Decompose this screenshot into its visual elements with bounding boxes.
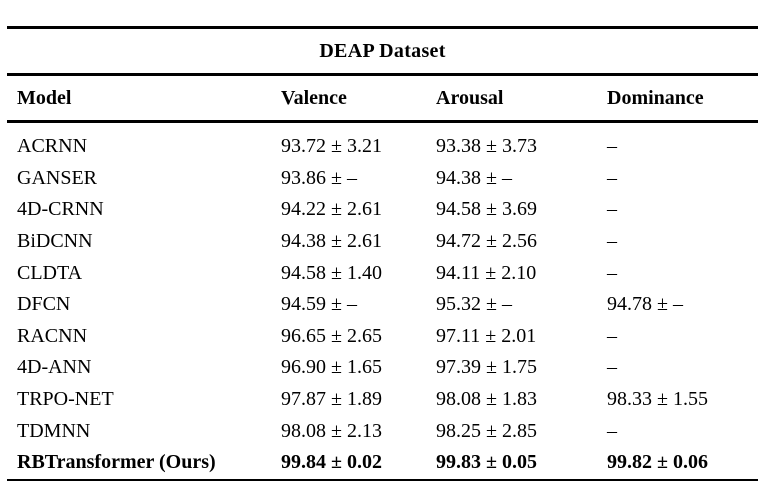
dominance-cell: – (607, 261, 617, 284)
dominance-cell: – (607, 356, 617, 379)
arousal-cell: 94.58 ± 3.69 (436, 198, 537, 221)
table-row: CLDTA 94.58 ± 1.40 94.11 ± 2.10 – (7, 257, 758, 289)
model-cell: TDMNN (17, 419, 91, 442)
table-bottom-rule (7, 479, 758, 481)
table-row: 4D-CRNN 94.22 ± 2.61 94.58 ± 3.69 – (7, 194, 758, 226)
table-header-row: Model Valence Arousal Dominance (7, 76, 758, 120)
valence-cell: 94.58 ± 1.40 (281, 261, 382, 284)
dominance-cell: – (607, 230, 617, 253)
valence-cell: 99.84 ± 0.02 (281, 451, 382, 474)
model-cell: CLDTA (17, 261, 83, 284)
dominance-cell: – (607, 419, 617, 442)
valence-cell: 93.72 ± 3.21 (281, 135, 382, 158)
valence-cell: 98.08 ± 2.13 (281, 419, 382, 442)
dominance-cell: 99.82 ± 0.06 (607, 451, 708, 474)
arousal-cell: 98.08 ± 1.83 (436, 388, 537, 411)
table-row: DFCN 94.59 ± – 95.32 ± – 94.78 ± – (7, 289, 758, 321)
valence-cell: 96.90 ± 1.65 (281, 356, 382, 379)
arousal-cell: 94.11 ± 2.10 (436, 261, 537, 284)
arousal-cell: 94.72 ± 2.56 (436, 230, 537, 253)
column-header-valence: Valence (281, 86, 347, 109)
arousal-cell: 94.38 ± – (436, 166, 512, 189)
table-row: TRPO-NET 97.87 ± 1.89 98.08 ± 1.83 98.33… (7, 384, 758, 416)
arousal-cell: 98.25 ± 2.85 (436, 419, 537, 442)
model-cell: 4D-CRNN (17, 198, 104, 221)
table-row: RACNN 96.65 ± 2.65 97.11 ± 2.01 – (7, 321, 758, 353)
table-row: ACRNN 93.72 ± 3.21 93.38 ± 3.73 – (7, 131, 758, 163)
table-row-ours-highlight: RBTransformer (Ours) 99.84 ± 0.02 99.83 … (7, 447, 758, 479)
model-cell: GANSER (17, 166, 98, 189)
dominance-cell: – (607, 198, 617, 221)
model-cell: ACRNN (17, 135, 88, 158)
table-header-separator-rule (7, 120, 758, 123)
table-top-rule (7, 26, 758, 29)
table-row: BiDCNN 94.38 ± 2.61 94.72 ± 2.56 – (7, 226, 758, 258)
valence-cell: 93.86 ± – (281, 166, 357, 189)
arousal-cell: 97.11 ± 2.01 (436, 324, 537, 347)
table-row: 4D-ANN 96.90 ± 1.65 97.39 ± 1.75 – (7, 352, 758, 384)
valence-cell: 94.22 ± 2.61 (281, 198, 382, 221)
valence-cell: 96.65 ± 2.65 (281, 324, 382, 347)
arousal-cell: 99.83 ± 0.05 (436, 451, 537, 474)
valence-cell: 97.87 ± 1.89 (281, 388, 382, 411)
column-header-arousal: Arousal (436, 86, 504, 109)
table-title-separator-rule (7, 73, 758, 76)
table-body: ACRNN 93.72 ± 3.21 93.38 ± 3.73 – GANSER… (7, 123, 758, 479)
table-row: GANSER 93.86 ± – 94.38 ± – – (7, 163, 758, 195)
column-header-dominance: Dominance (607, 86, 704, 109)
dominance-cell: – (607, 135, 617, 158)
arousal-cell: 97.39 ± 1.75 (436, 356, 537, 379)
model-cell: DFCN (17, 293, 71, 316)
model-cell: TRPO-NET (17, 388, 114, 411)
dominance-cell: – (607, 166, 617, 189)
table-row: TDMNN 98.08 ± 2.13 98.25 ± 2.85 – (7, 415, 758, 447)
arousal-cell: 93.38 ± 3.73 (436, 135, 537, 158)
valence-cell: 94.38 ± 2.61 (281, 230, 382, 253)
model-cell: RACNN (17, 324, 88, 347)
arousal-cell: 95.32 ± – (436, 293, 512, 316)
valence-cell: 94.59 ± – (281, 293, 357, 316)
column-header-model: Model (17, 86, 72, 109)
model-cell: RBTransformer (Ours) (17, 451, 216, 474)
model-cell: 4D-ANN (17, 356, 92, 379)
model-cell: BiDCNN (17, 230, 93, 253)
dominance-cell: 98.33 ± 1.55 (607, 388, 708, 411)
dominance-cell: 94.78 ± – (607, 293, 683, 316)
dominance-cell: – (607, 324, 617, 347)
table-title: DEAP Dataset (319, 40, 446, 62)
